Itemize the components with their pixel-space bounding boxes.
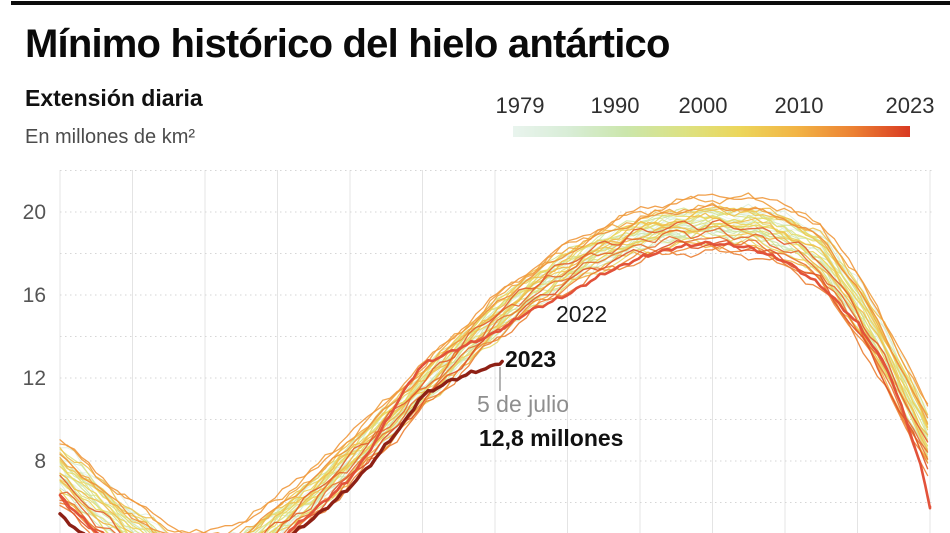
- year-curve-2007: [59, 205, 929, 533]
- y-tick-label-12: 12: [23, 367, 46, 390]
- year-curve-2020: [59, 219, 929, 533]
- year-curve-2004: [59, 214, 929, 533]
- unit-label: En millones de km²: [25, 126, 196, 148]
- year-curve-1987: [59, 206, 929, 533]
- year-curve-1989: [59, 214, 929, 533]
- year-curve-2001: [59, 214, 929, 533]
- y-tick-label-20: 20: [23, 201, 46, 224]
- y-tick-label-8: 8: [34, 450, 46, 473]
- chart-subtitle: Extensión diaria: [25, 85, 203, 111]
- year-curve-2018: [59, 235, 929, 533]
- year-curve-2012: [59, 202, 929, 533]
- legend-tick-2023: 2023: [885, 93, 935, 118]
- series-curve-2023: [58, 359, 504, 533]
- year-curve-1986: [59, 222, 929, 533]
- year-curve-2019: [59, 227, 929, 533]
- year-curve-1999: [59, 219, 929, 533]
- legend-color-gradient-bar: [513, 126, 910, 137]
- annotation-min-value: 12,8 millones: [479, 425, 623, 451]
- year-curve-2006: [59, 229, 929, 533]
- year-curve-1982: [59, 206, 929, 533]
- legend-tick-1979: 1979: [495, 93, 545, 118]
- legend-tick-2010: 2010: [774, 93, 824, 118]
- annotation-label-2023: 2023: [505, 346, 556, 372]
- year-curve-1985: [59, 232, 929, 533]
- year-curve-1993: [59, 206, 929, 533]
- year-curve-1997: [59, 214, 929, 533]
- year-curve-2017: [59, 245, 929, 533]
- legend-tick-1990: 1990: [590, 93, 640, 118]
- page-title: Mínimo histórico del hielo antártico: [25, 22, 670, 66]
- year-curve-2016: [59, 241, 929, 533]
- year-curve-2010: [59, 224, 929, 533]
- year-curve-1995: [59, 207, 929, 533]
- year-curve-1990: [59, 224, 929, 533]
- year-curve-2021: [59, 239, 929, 533]
- year-curve-2011: [59, 240, 929, 533]
- year-curve-2015: [59, 204, 929, 533]
- annotation-label-2022: 2022: [556, 301, 607, 327]
- legend-tick-2000: 2000: [678, 93, 728, 118]
- top-accent-bar: [11, 1, 950, 5]
- year-curve-2003: [59, 208, 929, 533]
- year-curve-1983: [59, 203, 929, 533]
- year-curve-1996: [59, 230, 929, 533]
- year-curve-2009: [59, 212, 929, 533]
- year-curve-2008: [59, 207, 929, 533]
- year-curve-2014: [59, 193, 929, 533]
- y-tick-label-16: 16: [23, 284, 46, 307]
- annotation-min-date: 5 de julio: [477, 391, 569, 417]
- year-curve-2002: [59, 235, 929, 533]
- series-curve-2022: [58, 240, 932, 533]
